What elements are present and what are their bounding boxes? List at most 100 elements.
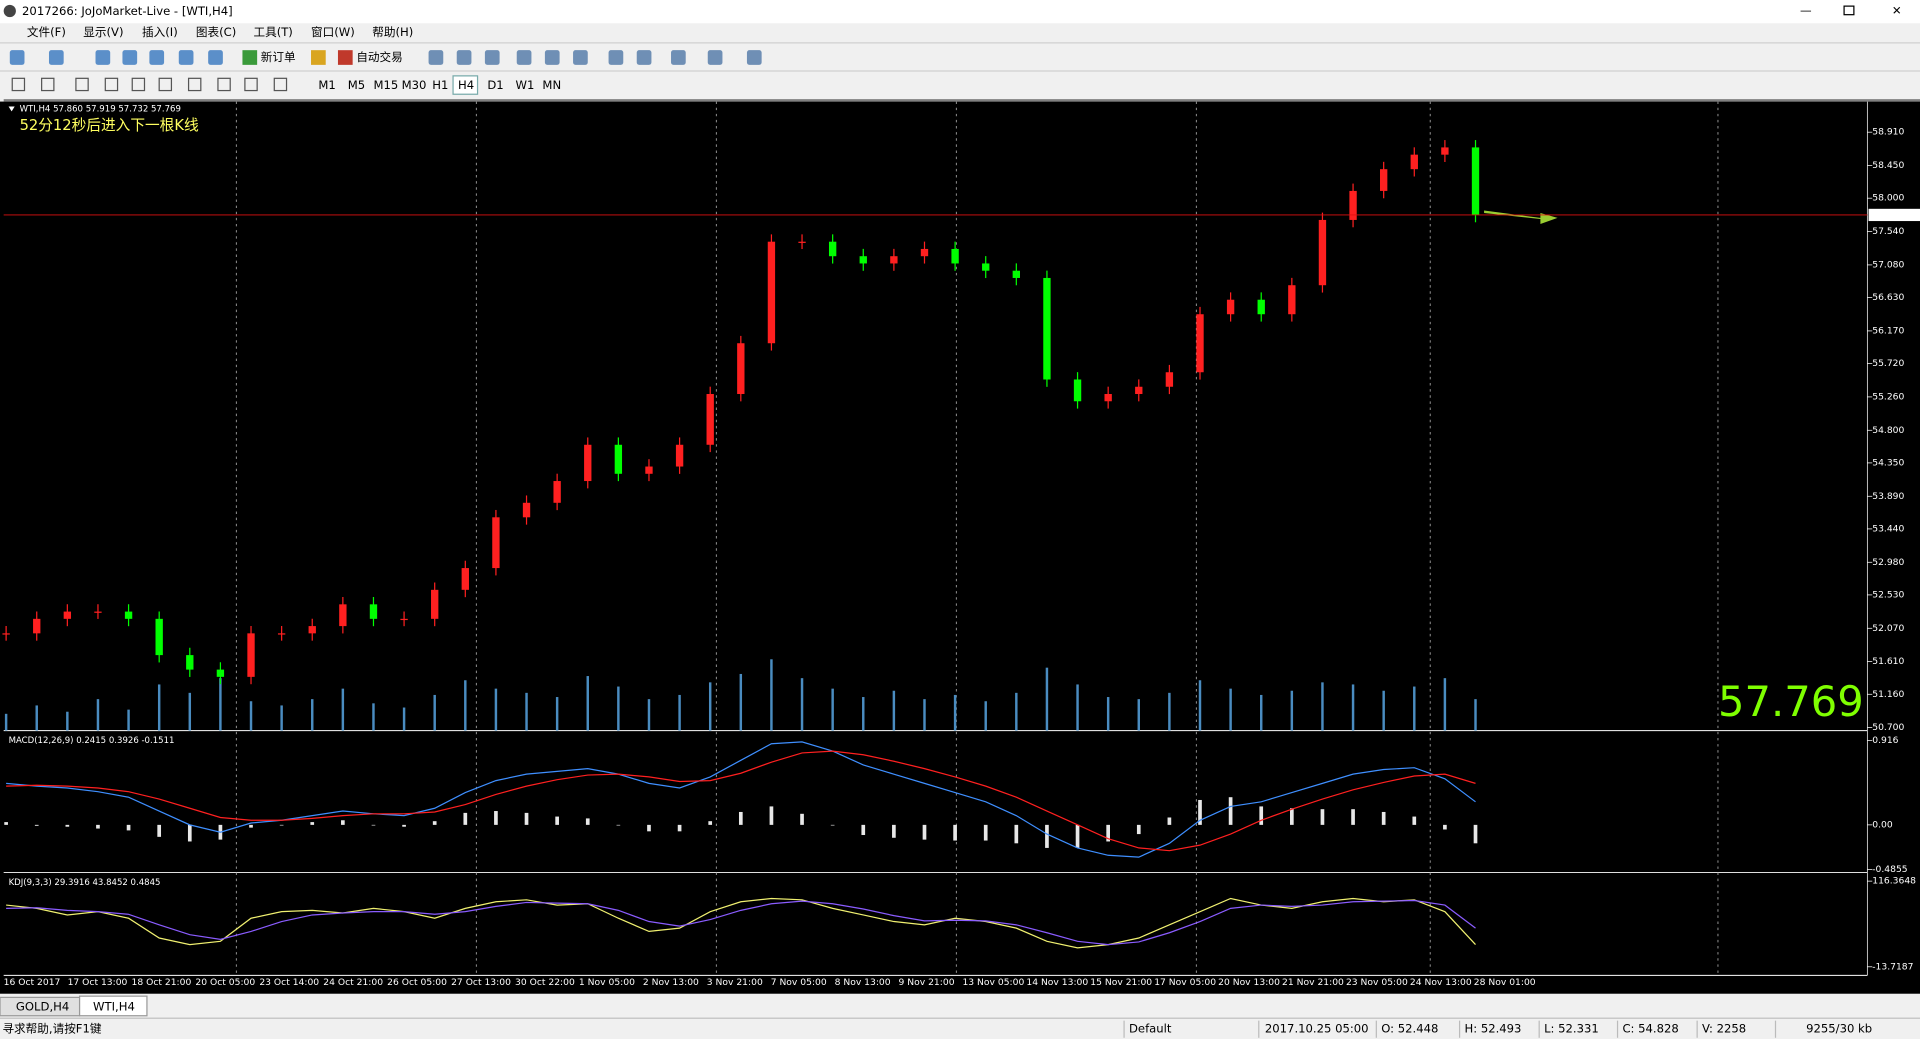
toolbar-icon[interactable] — [208, 50, 223, 65]
toolbar-icon[interactable] — [311, 50, 326, 65]
tab-active[interactable] — [78, 995, 148, 1017]
timeframe-button[interactable]: W1 — [516, 78, 535, 92]
macd-histogram — [800, 813, 804, 825]
macd-histogram — [983, 824, 988, 841]
menu-item[interactable]: 图表(C) — [196, 25, 236, 39]
toolbar-icon[interactable] — [9, 50, 25, 65]
y-tick-label: -0.4855 — [1872, 864, 1908, 875]
toolbar-icon[interactable] — [636, 50, 652, 65]
x-tick-label: 28 Nov 01:00 — [1474, 977, 1536, 988]
drawing-tool[interactable] — [158, 77, 173, 92]
menu-item[interactable]: 帮助(H) — [372, 25, 413, 39]
toolbar-icon[interactable] — [573, 50, 588, 65]
drawing-tool[interactable] — [217, 77, 231, 92]
macd-histogram — [494, 811, 498, 825]
macd-histogram — [249, 824, 253, 828]
macd-histogram — [708, 821, 713, 825]
toolbar-icon[interactable] — [707, 50, 723, 65]
toolbar-icon[interactable] — [149, 50, 165, 65]
y-tick-label: 54.350 — [1872, 457, 1904, 468]
macd-histogram — [1320, 809, 1325, 825]
volume-bar — [984, 701, 987, 731]
y-tick-label: 58.000 — [1872, 193, 1904, 204]
toolbar-icon[interactable] — [337, 50, 353, 65]
menu-item[interactable]: 文件(F) — [27, 25, 66, 39]
timeframe-button[interactable]: M15 — [373, 78, 398, 92]
tab-label[interactable]: GOLD,H4 — [16, 1000, 69, 1014]
auto-trade-button[interactable]: 自动交易 — [356, 50, 402, 64]
volume-bar — [862, 697, 865, 731]
toolbar-icon[interactable] — [484, 50, 500, 65]
drawing-tool[interactable] — [244, 77, 258, 92]
candle-body — [1318, 219, 1327, 286]
volume-bar — [678, 694, 681, 731]
toolbar-icon[interactable] — [746, 50, 762, 65]
macd-histogram — [310, 822, 315, 825]
timeframe-button[interactable]: M1 — [318, 78, 335, 92]
timeframe-button[interactable]: M5 — [348, 78, 365, 92]
macd-label: MACD(12,26,9) 0.2415 0.3926 -0.1511 — [9, 736, 175, 746]
new-order-button[interactable]: 新订单 — [261, 50, 296, 64]
macd-histogram — [279, 824, 284, 826]
candle-body — [1073, 379, 1082, 402]
volume-bar — [1290, 690, 1294, 731]
timeframe-active — [452, 75, 479, 95]
x-tick-label: 21 Nov 21:00 — [1282, 977, 1344, 988]
toolbar-icon[interactable] — [428, 50, 444, 65]
toolbar-icon[interactable] — [48, 50, 64, 65]
drawing-tool[interactable] — [131, 77, 146, 92]
app-icon — [3, 4, 16, 18]
volume-bar — [586, 676, 589, 731]
toolbar-icon[interactable] — [178, 50, 194, 65]
macd-histogram — [830, 824, 835, 826]
macd-histogram — [1412, 816, 1417, 825]
menu-item[interactable]: 显示(V) — [83, 25, 123, 39]
y-tick-label: 50.700 — [1872, 722, 1904, 733]
menu-item[interactable]: 窗口(W) — [311, 25, 355, 39]
toolbar-icon[interactable] — [544, 50, 560, 65]
toolbar-icon[interactable] — [608, 50, 624, 65]
x-tick-label: 13 Nov 05:00 — [962, 977, 1024, 988]
volume-bar — [739, 673, 743, 731]
toolbar-icon[interactable] — [671, 50, 686, 65]
macd-histogram — [1259, 806, 1264, 825]
status-time: 2017.10.25 05:00 — [1265, 1022, 1369, 1036]
drawing-tool[interactable] — [41, 77, 55, 92]
volume-bar — [127, 709, 130, 731]
toolbar-icon[interactable] — [516, 50, 532, 65]
drawing-tool[interactable] — [75, 77, 89, 92]
candle-body — [155, 618, 163, 656]
timeframe-button[interactable]: D1 — [487, 78, 503, 92]
macd-histogram — [1351, 809, 1355, 825]
toolbar-icon[interactable] — [95, 50, 111, 65]
restore-button[interactable] — [1843, 5, 1855, 16]
volume-bar — [249, 701, 253, 731]
toolbar-icon[interactable] — [242, 50, 258, 65]
menu-item[interactable]: 插入(I) — [142, 25, 178, 39]
candle-body — [1288, 285, 1296, 315]
x-tick-label: 26 Oct 05:00 — [387, 977, 447, 988]
timeframe-button[interactable]: H4 — [458, 78, 474, 92]
drawing-tool[interactable] — [187, 77, 202, 92]
collapse-icon — [8, 106, 15, 112]
tab-label[interactable]: WTI,H4 — [93, 1000, 135, 1014]
x-tick-label: 2 Nov 13:00 — [643, 977, 699, 988]
toolbar-icon[interactable] — [122, 50, 138, 65]
drawing-tool[interactable] — [11, 77, 26, 92]
close-button[interactable]: ✕ — [1892, 4, 1902, 18]
timeframe-button[interactable]: MN — [542, 78, 561, 92]
volume-bar — [280, 705, 283, 731]
menu-item[interactable]: 工具(T) — [253, 25, 292, 39]
volume-bar — [892, 690, 896, 731]
macd-histogram — [1045, 824, 1049, 848]
candle-body — [492, 517, 500, 569]
minimize-button[interactable]: — — [1800, 4, 1812, 18]
toolbar-icon[interactable] — [456, 50, 472, 65]
drawing-tool[interactable] — [104, 77, 119, 92]
drawing-tool[interactable] — [273, 77, 288, 92]
y-tick-label: 52.070 — [1872, 623, 1904, 634]
candle-body — [1104, 394, 1112, 402]
timeframe-button[interactable]: M30 — [402, 78, 427, 92]
timeframe-button[interactable]: H1 — [432, 78, 448, 92]
x-tick-label: 17 Nov 05:00 — [1154, 977, 1216, 988]
